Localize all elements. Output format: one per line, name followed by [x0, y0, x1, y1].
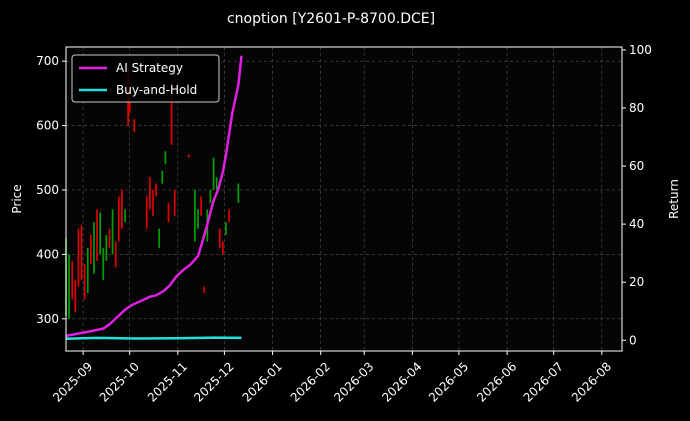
legend-box: [71, 54, 220, 103]
candle-down: [167, 202, 170, 223]
y-left-tick-label: 300: [36, 312, 59, 326]
y-left-tick-label: 700: [36, 54, 59, 68]
y-right-tick-label: 60: [629, 159, 644, 173]
candle-down: [173, 189, 176, 216]
candle-down: [200, 196, 202, 216]
y-right-tick-label: 100: [629, 43, 652, 57]
y-left-tick-label: 400: [36, 247, 59, 261]
y-left-tick-label: 600: [36, 119, 59, 133]
candle-down: [222, 241, 224, 255]
candle-up: [99, 212, 102, 255]
candle-up: [161, 170, 164, 184]
candle-down: [149, 177, 151, 210]
candle-up: [197, 209, 199, 229]
legend-label-buy-and-hold: Buy-and-Hold: [116, 83, 197, 97]
candle-up: [86, 247, 89, 294]
y-left-tick-label: 500: [36, 183, 59, 197]
candle-down: [108, 228, 111, 248]
candle-up: [212, 157, 215, 190]
candle-down: [152, 189, 154, 216]
candle-up: [93, 222, 95, 274]
chart-title: cnoption [Y2601-P-8700.DCE]: [227, 11, 435, 27]
candle-up: [194, 189, 196, 242]
candle-down: [117, 196, 120, 242]
candle-up: [124, 209, 126, 223]
candle-down: [83, 264, 86, 300]
y-right-tick-label: 80: [629, 101, 644, 115]
y-axis-right: 0 20 40 60 80 100: [622, 43, 652, 347]
y-axis-left-label: Price: [10, 184, 24, 213]
candle-up: [158, 228, 161, 248]
series-line-buy-and-hold: [65, 336, 242, 341]
candle-down: [89, 235, 92, 265]
candle-up: [215, 177, 218, 190]
candle-up: [111, 209, 114, 255]
y-axis-right-label: Return: [667, 179, 681, 219]
candle-down: [203, 286, 206, 294]
candle-up: [237, 183, 240, 203]
candle-down: [228, 209, 230, 223]
candle-up: [102, 247, 105, 281]
candle-up: [68, 254, 70, 319]
candle-up: [164, 151, 167, 165]
candle-down: [187, 154, 190, 158]
legend: AI Strategy Buy-and-Hold: [71, 54, 220, 103]
candle-down: [71, 260, 74, 300]
candle-up: [105, 235, 108, 261]
y-right-tick-label: 40: [629, 217, 644, 231]
candle-down: [145, 196, 148, 229]
plot-frame: [65, 46, 623, 352]
candle-up: [209, 189, 212, 203]
candle-down: [170, 80, 173, 145]
candle-down: [96, 209, 98, 261]
candle-down: [155, 183, 157, 197]
candle-down: [114, 241, 117, 268]
candle-up: [225, 222, 227, 236]
grid: [66, 47, 622, 351]
candle-down: [77, 228, 80, 287]
y-right-tick-label: 0: [629, 333, 637, 347]
candle-down: [121, 189, 123, 229]
y-axis-left: 300 400 500 600 700: [36, 54, 66, 326]
candle-down: [80, 225, 83, 281]
candle-down: [133, 119, 136, 133]
legend-label-ai-strategy: AI Strategy: [116, 61, 183, 75]
y-right-tick-label: 20: [629, 275, 644, 289]
series-lines: [65, 55, 243, 341]
candle-down: [218, 228, 221, 248]
series-line-ai-strategy: [65, 55, 243, 338]
candle-down: [74, 280, 77, 313]
